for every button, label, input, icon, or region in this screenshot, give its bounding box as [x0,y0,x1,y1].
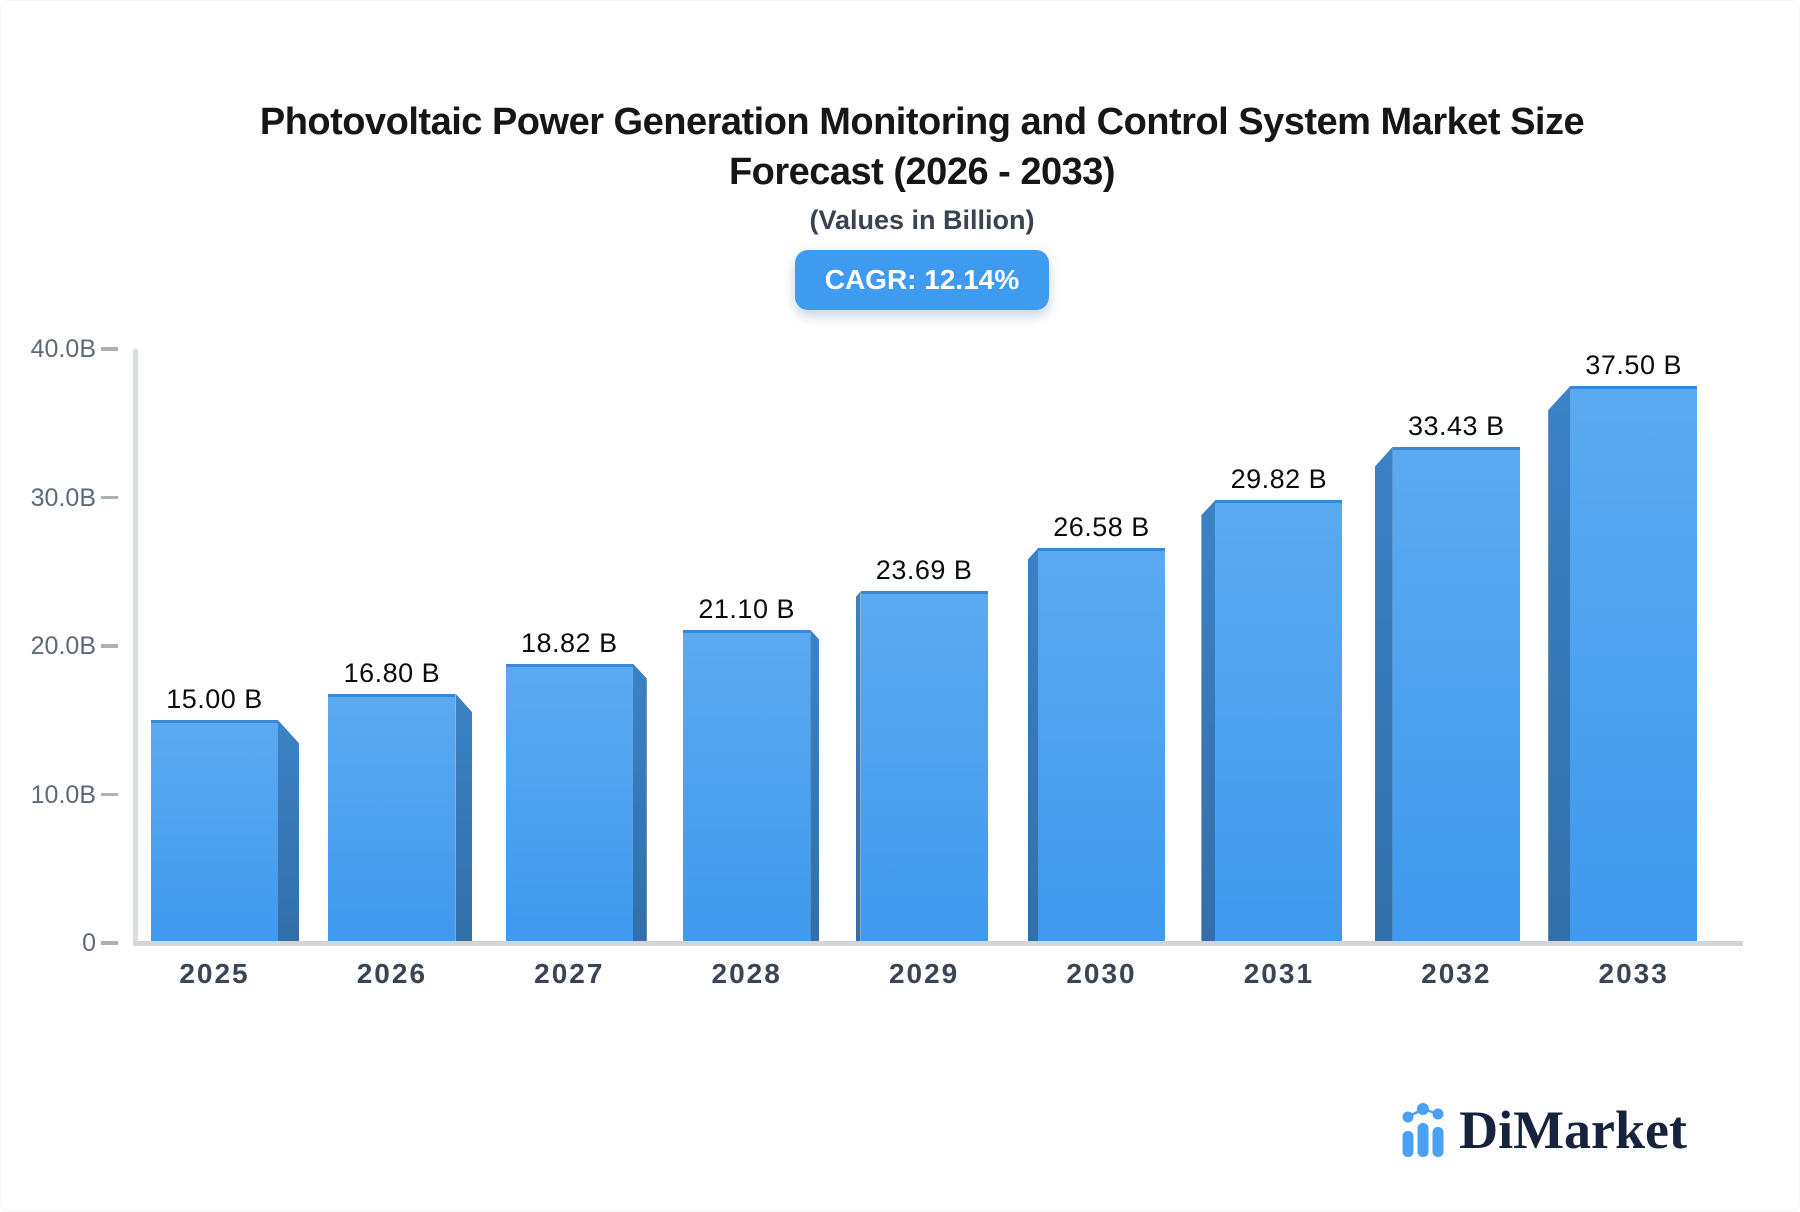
bar-value-label: 15.00 B [166,684,263,715]
x-axis-label: 2028 [711,958,782,989]
y-tick-mark [101,644,118,648]
brand-name: DiMarket [1459,1100,1687,1160]
chart-header: Photovoltaic Power Generation Monitoring… [23,97,1799,310]
y-tick-label: 30.0B [30,483,96,512]
bar [683,629,811,943]
y-axis-line [133,349,138,943]
x-axis-label: 2025 [179,958,250,989]
bar-value-label: 21.10 B [698,593,795,624]
y-tick-mark [101,347,118,351]
bar-value-label: 37.50 B [1585,350,1682,381]
bar [1215,500,1343,943]
y-tick-label: 20.0B [30,632,96,660]
bar [1392,446,1520,943]
bar-value-label: 16.80 B [343,657,441,688]
cagr-badge: CAGR: 12.14% [794,250,1050,310]
chart-subtitle: (Values in Billion) [809,205,1035,235]
bar-3d-side [455,693,473,943]
bar-value-label: 29.82 B [1230,464,1328,495]
bar [505,663,633,943]
bar-3d-side [810,629,820,943]
bar-line-chart-icon [1402,1103,1444,1157]
x-axis-label: 2030 [1066,958,1137,989]
bar-3d-side [632,663,647,943]
bar [151,720,278,943]
x-axis-label: 2031 [1243,958,1315,989]
y-tick-label: 40.0B [30,335,96,363]
x-axis-label: 2032 [1421,958,1492,989]
bar-3d-side [855,591,861,943]
bar [328,693,456,943]
chart-title-line2: Forecast (2026 - 2033) [728,151,1116,193]
y-tick-mark [101,495,118,499]
bar [860,591,988,943]
x-axis-label: 2027 [534,958,605,989]
brand-logo: DiMarket [1401,1103,1687,1157]
bar-3d-side [1201,500,1216,943]
x-axis-label: 2026 [356,958,428,989]
x-axis-label: 2033 [1598,958,1669,989]
bar-value-label: 33.43 B [1408,410,1505,441]
y-tick-mark [101,941,118,945]
bar-value-label: 18.82 B [521,627,618,658]
bar [1570,386,1698,943]
bar-3d-side [1548,386,1571,943]
bar [1038,548,1165,943]
x-axis-line [133,940,1743,946]
chart-title-line1: Photovoltaic Power Generation Monitoring… [259,101,1585,143]
y-tick-label: 10.0B [30,780,96,809]
bar-value-label: 26.58 B [1053,512,1150,543]
y-tick-label: 0 [82,929,96,957]
chart-title: Photovoltaic Power Generation Monitoring… [23,97,1799,197]
x-axis-label: 2029 [888,958,960,989]
bar-3d-side [278,720,299,943]
bar-3d-side [1374,446,1393,943]
cagr-badge-row: CAGR: 12.14% [23,250,1799,310]
bar-3d-side [1028,548,1038,943]
y-tick-mark [101,792,118,796]
bar-value-label: 23.69 B [875,555,973,586]
